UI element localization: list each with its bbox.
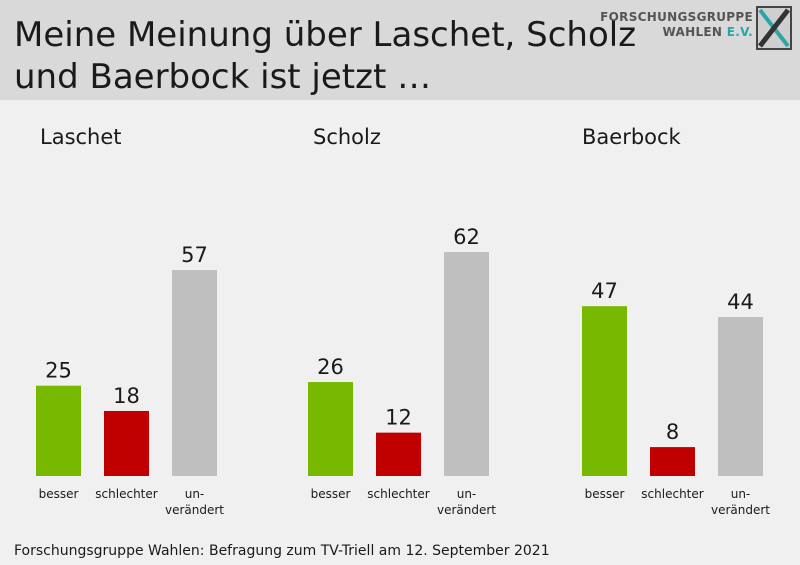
- logo-mark-icon: [756, 6, 792, 50]
- category-label: verändert: [711, 503, 770, 517]
- category-label: un-: [185, 487, 205, 501]
- logo-wahlen: WAHLEN: [662, 25, 723, 39]
- logo-line-1: FORSCHUNGSGRUPPE: [600, 10, 753, 24]
- data-label: 18: [113, 384, 140, 408]
- bar-chart: Laschet 25 besser 18 schlechter 57 un-veränder…: [36, 125, 770, 517]
- logo-line-2: WAHLEN E.V.: [600, 25, 753, 40]
- data-label: 57: [181, 243, 208, 267]
- bar-scholz-2: [444, 252, 489, 476]
- category-label: besser: [39, 487, 79, 501]
- bar-baerbock-0: [582, 306, 627, 476]
- category-label: un-: [457, 487, 477, 501]
- category-label: un-: [731, 487, 751, 501]
- category-label: verändert: [165, 503, 224, 517]
- bar-laschet-0: [36, 385, 81, 476]
- data-label: 47: [591, 279, 618, 303]
- data-label: 8: [666, 420, 679, 444]
- category-label: schlechter: [367, 487, 429, 501]
- bar-scholz-0: [308, 382, 353, 476]
- data-label: 44: [727, 290, 754, 314]
- bar-baerbock-2: [718, 317, 763, 476]
- data-label: 26: [317, 355, 344, 379]
- title-line-1: Meine Meinung über Laschet, Scholz: [14, 15, 637, 55]
- data-label: 25: [45, 359, 72, 383]
- data-label: 62: [453, 225, 480, 249]
- header-band: Meine Meinung über Laschet, Scholz und B…: [0, 0, 800, 100]
- logo-ev: E.V.: [726, 25, 753, 39]
- logo-text: FORSCHUNGSGRUPPE WAHLEN E.V.: [600, 10, 753, 40]
- group-label-baerbock: Baerbock: [582, 125, 682, 149]
- bar-laschet-1: [104, 410, 149, 476]
- category-label: verändert: [437, 503, 496, 517]
- category-label: besser: [311, 487, 351, 501]
- category-label: schlechter: [95, 487, 157, 501]
- title-line-2: und Baerbock ist jetzt …: [14, 57, 432, 97]
- bar-scholz-1: [376, 432, 421, 476]
- category-label: besser: [585, 487, 625, 501]
- bar-baerbock-1: [650, 447, 695, 476]
- category-label: schlechter: [641, 487, 703, 501]
- group-label-laschet: Laschet: [40, 125, 122, 149]
- data-label: 12: [385, 406, 412, 430]
- bar-laschet-2: [172, 270, 217, 476]
- source-note: Forschungsgruppe Wahlen: Befragung zum T…: [14, 543, 550, 559]
- group-label-scholz: Scholz: [313, 125, 381, 149]
- page-title: Meine Meinung über Laschet, Scholz und B…: [14, 14, 636, 98]
